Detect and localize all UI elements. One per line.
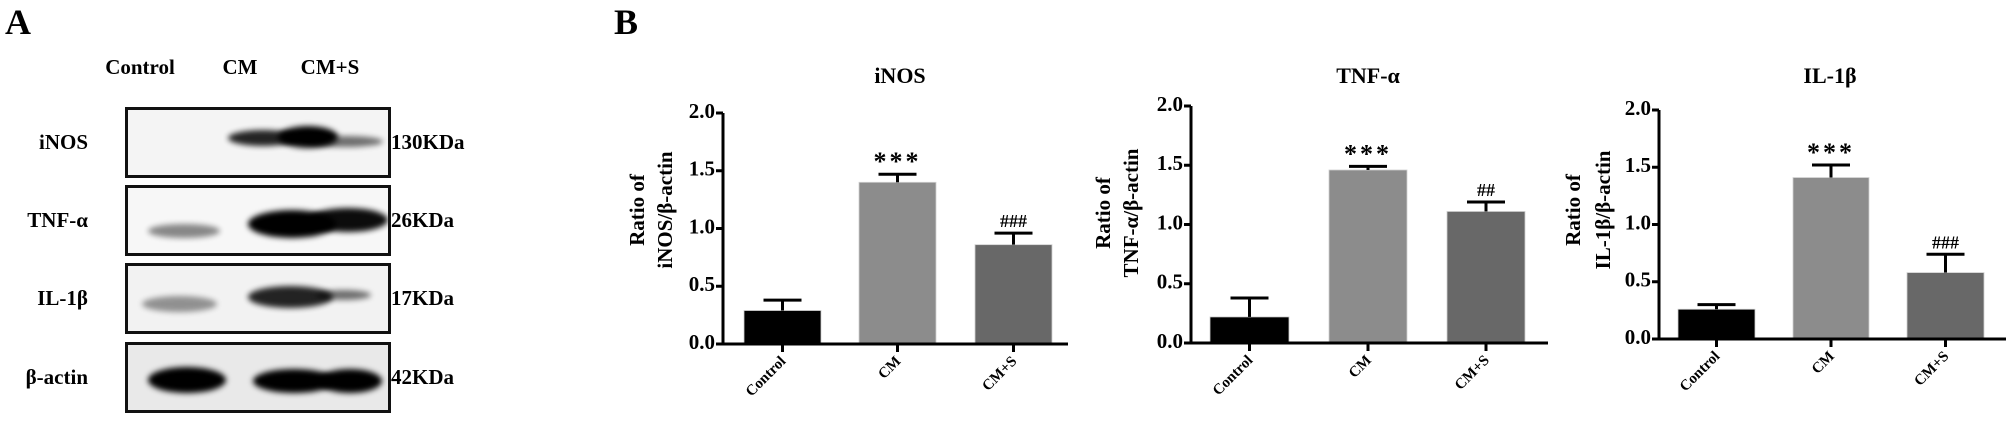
kda-label-tnf: 26KDa: [391, 208, 454, 232]
y-axis-label: TNF-α/β-actin: [1119, 148, 1143, 277]
y-tick-label: 2.0: [1625, 96, 1651, 120]
x-tick-label: CM: [875, 354, 904, 383]
row-label-bactin: β-actin: [25, 365, 88, 389]
significance-marker: ###: [1932, 232, 1959, 252]
y-tick-label: 2.0: [1157, 92, 1183, 116]
band: [148, 367, 226, 393]
x-tick-label: CM+S: [979, 354, 1020, 395]
y-axis-label: iNOS/β-actin: [653, 151, 677, 269]
row-label-inos: iNOS: [38, 130, 88, 154]
y-tick-label: 0.0: [1157, 329, 1183, 353]
blot-strip-tnf: [125, 185, 391, 256]
significance-marker: ***: [1807, 138, 1855, 167]
y-tick-label: 1.0: [689, 214, 715, 238]
row-label-il1b: IL-1β: [37, 286, 88, 310]
kda-label-bactin: 42KDa: [391, 365, 454, 389]
band: [316, 290, 371, 300]
significance-marker: ***: [1344, 139, 1392, 168]
band: [308, 136, 383, 147]
kda-label-il1b: 17KDa: [391, 286, 454, 310]
bar-control: [1209, 316, 1290, 344]
y-axis-label: Ratio of: [1561, 173, 1585, 246]
y-axis-label: Ratio of: [1091, 176, 1115, 249]
y-tick-label: 0.5: [1625, 268, 1651, 292]
y-tick-label: 2.0: [689, 99, 715, 123]
x-tick-label: Control: [1210, 353, 1256, 399]
bar-cm-s: [974, 244, 1053, 345]
bar-cm-s: [1906, 272, 1985, 340]
y-tick-label: 0.0: [1625, 325, 1651, 349]
y-tick-label: 1.5: [1157, 151, 1183, 175]
blot-strip-il1b: [125, 263, 391, 334]
band: [308, 208, 388, 232]
significance-marker: ###: [1000, 211, 1027, 231]
y-tick-label: 0.5: [689, 272, 715, 296]
row-label-tnf: TNF-α: [27, 208, 88, 232]
band: [142, 296, 217, 312]
chart-inos: iNOS Ratio of iNOS/β-actin Control *** CM ### C…: [625, 63, 1068, 400]
bar-cm: [1792, 177, 1870, 340]
y-tick-label: 1.0: [1157, 210, 1183, 234]
bar-cm: [858, 181, 937, 345]
band: [248, 286, 333, 308]
y-tick-label: 0.0: [689, 330, 715, 354]
chart-tnf-: TNF-α Ratio of TNF-α/β-actin Control *** CM ##…: [1091, 63, 1548, 399]
bar-cm: [1328, 169, 1408, 344]
significance-marker: ***: [874, 147, 922, 176]
panel-b-letter: B: [614, 2, 639, 42]
y-tick-label: 1.0: [1625, 210, 1651, 234]
band: [318, 369, 382, 393]
western-blot-panel: Control CM CM+S iNOS TNF-α IL-1β β-actin…: [0, 0, 600, 422]
lane-label-control: Control: [105, 55, 175, 79]
band: [148, 224, 220, 238]
bar-control: [743, 310, 822, 345]
bar-cm-s: [1446, 211, 1526, 344]
y-tick-label: 0.5: [1157, 270, 1183, 294]
x-tick-label: Control: [1677, 349, 1723, 395]
x-tick-label: CM: [1346, 353, 1375, 382]
bar-control: [1677, 308, 1756, 340]
x-tick-label: CM+S: [1911, 349, 1952, 390]
y-axis-label: IL-1β/β-actin: [1591, 150, 1615, 269]
y-tick-label: 1.5: [689, 157, 715, 181]
x-tick-label: CM+S: [1452, 353, 1493, 394]
blot-strip-inos: [125, 107, 391, 178]
blot-strip-bactin: [125, 342, 391, 413]
x-tick-label: CM: [1809, 349, 1838, 378]
x-tick-label: Control: [743, 354, 789, 400]
panel-a-letter: A: [5, 2, 31, 42]
lane-label-cm-s: CM+S: [300, 55, 360, 79]
chart-title: IL-1β: [1803, 63, 1856, 88]
y-tick-label: 1.5: [1625, 153, 1651, 177]
significance-marker: ##: [1477, 180, 1495, 200]
lane-label-cm: CM: [222, 55, 258, 79]
y-axis-label: Ratio of: [625, 173, 649, 246]
kda-label-inos: 130KDa: [391, 130, 465, 154]
chart-il-1-: IL-1β Ratio of IL-1β/β-actin Control *** CM ##…: [1561, 63, 2006, 395]
chart-title: iNOS: [874, 63, 925, 88]
chart-title: TNF-α: [1336, 63, 1400, 88]
